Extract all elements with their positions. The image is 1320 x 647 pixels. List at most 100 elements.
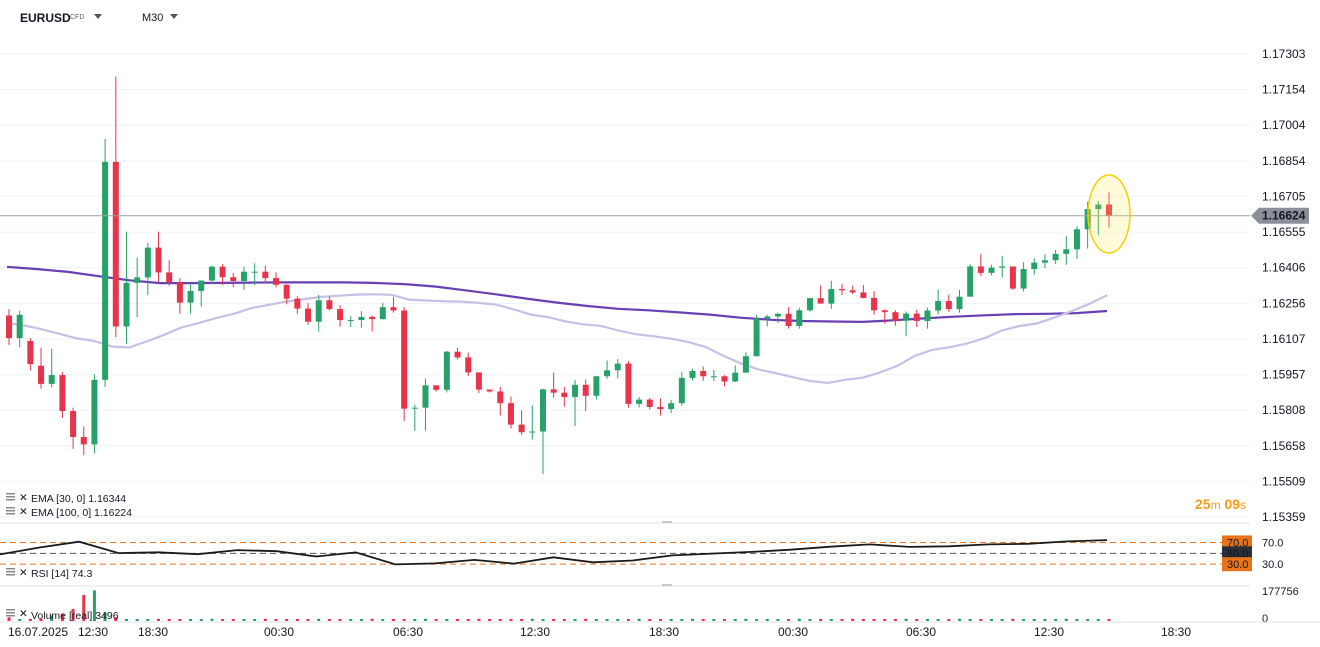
candle-body <box>315 300 322 322</box>
volume-bar <box>819 619 823 621</box>
candle-body <box>689 371 696 378</box>
ema30-legend-label: EMA [30, 0] 1.16344 <box>31 493 126 505</box>
volume-bar <box>50 615 54 621</box>
candle-body <box>369 316 376 320</box>
candle-body <box>27 340 34 365</box>
volume-bar <box>456 619 460 621</box>
price-tick-label: 1.16406 <box>1262 261 1306 275</box>
close-icon[interactable]: ✕ <box>19 506 28 518</box>
menu-icon[interactable] <box>6 568 15 576</box>
volume-bar <box>146 619 150 621</box>
price-tick-label: 1.17154 <box>1262 82 1306 96</box>
menu-icon[interactable] <box>6 609 15 617</box>
volume-bar <box>893 619 897 621</box>
pane-resize-handle[interactable] <box>662 521 672 523</box>
volume-bar <box>1000 619 1004 621</box>
volume-bar <box>1075 619 1079 621</box>
time-tick-label: 06:30 <box>393 625 423 639</box>
candle-body <box>219 266 226 278</box>
candle-body <box>80 436 87 445</box>
volume-bar <box>210 618 214 621</box>
volume-bar <box>1096 619 1100 621</box>
volume-bar <box>434 619 438 621</box>
timeframe-selector[interactable]: M30 <box>142 12 164 24</box>
candle-body <box>1063 249 1070 254</box>
pane-resize-handle[interactable] <box>662 584 672 586</box>
candle-body <box>305 308 312 322</box>
volume-bar <box>1022 619 1026 621</box>
volume-bar <box>690 618 694 621</box>
volume-bar <box>263 618 267 621</box>
volume-bar <box>221 619 225 621</box>
price-tick-label: 1.15509 <box>1262 474 1306 488</box>
candle-body <box>721 376 728 382</box>
highlight-ellipse <box>1087 174 1131 254</box>
candle-body <box>988 267 995 273</box>
timer-minutes: 25 <box>1195 496 1211 512</box>
candle-body <box>774 313 781 317</box>
volume-bar <box>755 619 759 621</box>
candle-body <box>6 315 12 339</box>
volume-bar <box>402 619 406 621</box>
candle-body <box>828 289 835 304</box>
candle-body <box>283 284 290 299</box>
price-tick-label: 1.16256 <box>1262 296 1306 310</box>
volume-bar <box>787 619 791 621</box>
volume-bar <box>498 619 502 621</box>
volume-bar <box>658 619 662 621</box>
candle-body <box>166 272 173 283</box>
volume-bar <box>605 619 609 621</box>
volume-bar <box>7 617 11 621</box>
volume-bar <box>829 619 833 621</box>
candle-body <box>572 384 579 397</box>
candle-body <box>614 363 621 371</box>
volume-bar <box>680 619 684 621</box>
symbol-type-badge: CFD <box>70 14 85 21</box>
symbol-name[interactable]: EURUSD <box>20 11 71 25</box>
rsi-legend-label: RSI [14] 74.3 <box>31 568 92 580</box>
price-axis[interactable]: 1.17303 1.17154 1.17004 1.16854 1.16705 1.165… <box>1262 47 1306 524</box>
time-tick-label: 16.07.2025 <box>8 625 68 639</box>
volume-bar <box>349 619 353 621</box>
time-tick-label: 12:30 <box>520 625 550 639</box>
volume-bar <box>851 618 855 621</box>
volume-bar <box>466 619 470 621</box>
volume-bar <box>573 619 577 621</box>
candle-body <box>678 377 685 404</box>
volume-bar <box>1054 619 1058 621</box>
timeframe-dropdown-icon[interactable] <box>170 14 178 19</box>
candle-body <box>582 384 589 396</box>
timer-seconds: 09 <box>1224 496 1241 512</box>
volume-bar <box>82 595 86 621</box>
candle-body <box>155 247 162 273</box>
close-icon[interactable]: ✕ <box>19 567 28 579</box>
time-axis[interactable]: 16.07.2025 12:30 18:30 00:30 06:30 12:30 18:30… <box>8 625 1191 639</box>
volume-bar <box>285 619 289 621</box>
candle-body <box>646 399 653 407</box>
candle-body <box>91 379 98 445</box>
close-icon[interactable]: ✕ <box>19 608 28 620</box>
price-tick-label: 1.15658 <box>1262 439 1306 453</box>
candle-body <box>48 375 55 384</box>
candle-body <box>1095 204 1102 210</box>
candle-body <box>16 314 23 339</box>
symbol-dropdown-icon[interactable] <box>94 14 102 19</box>
rsi-level-tag <box>1222 546 1252 561</box>
volume-bar <box>509 619 513 621</box>
menu-icon[interactable] <box>6 493 15 501</box>
volume-bars <box>7 590 1111 621</box>
candle-body <box>1106 204 1112 216</box>
menu-icon[interactable] <box>6 507 15 515</box>
candle-body <box>881 310 888 313</box>
chart-toolbar: EURUSD CFD M30 <box>0 0 1320 36</box>
volume-bar <box>520 619 524 621</box>
candle-body <box>230 277 237 281</box>
timer-seconds-unit: s <box>1240 498 1247 512</box>
volume-bar <box>637 618 641 621</box>
close-icon[interactable]: ✕ <box>19 492 28 504</box>
candle-body <box>486 389 493 392</box>
volume-bar <box>157 618 161 621</box>
volume-bar <box>840 619 844 621</box>
price-tick-label: 1.16705 <box>1262 189 1306 203</box>
